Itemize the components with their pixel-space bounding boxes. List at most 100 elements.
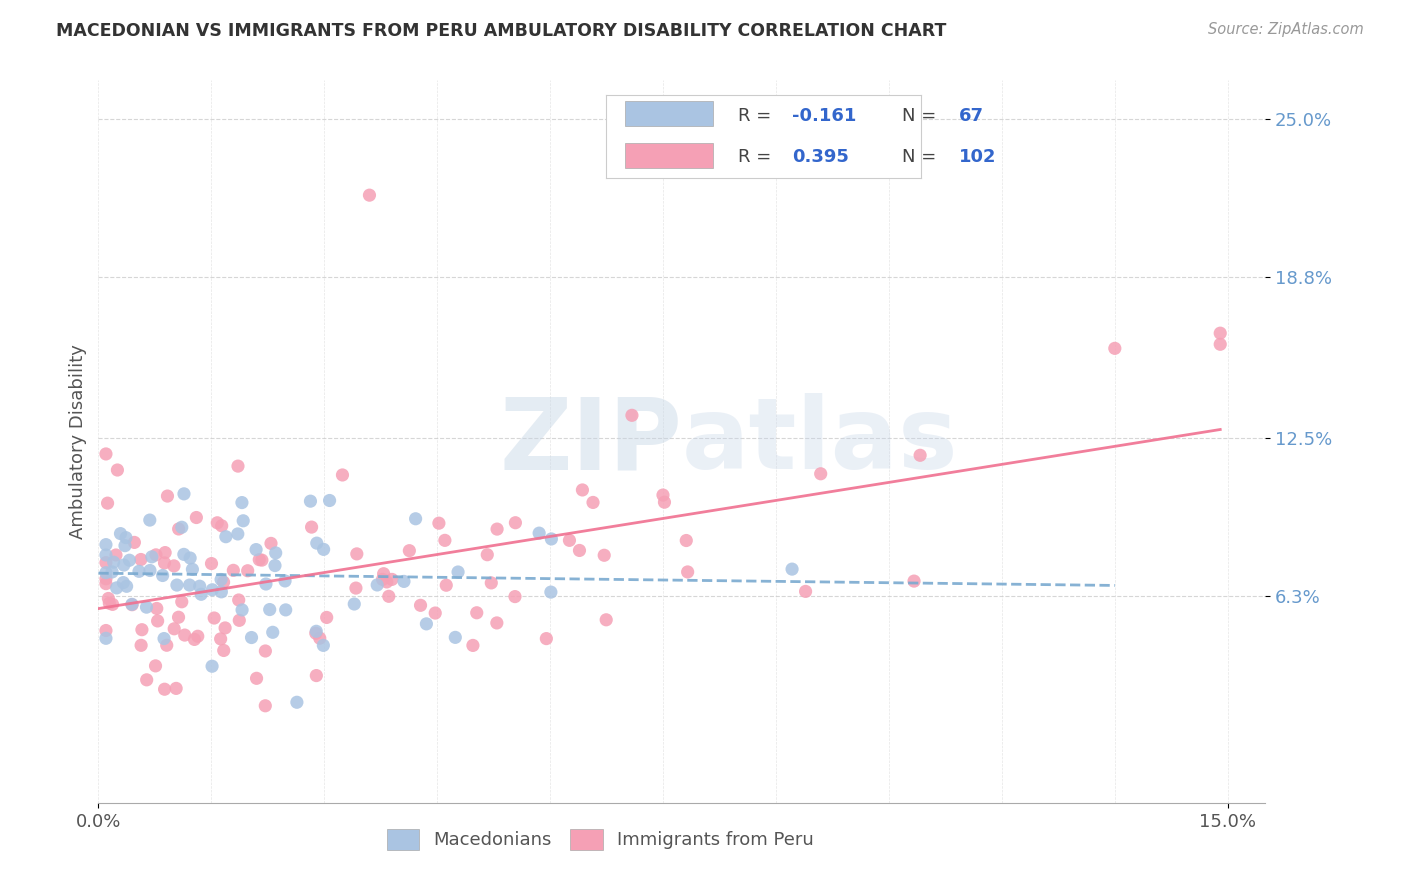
Point [305, 626, 328, 640]
Point [540, 585, 562, 599]
Point [145, 548, 167, 562]
Point [259, 602, 281, 616]
Point [183, 632, 205, 647]
Point [425, 606, 447, 620]
Point [366, 578, 388, 592]
Point [201, 582, 224, 597]
Point [94, 538, 117, 552]
Point [190, 587, 212, 601]
Point [153, 682, 176, 697]
Point [415, 616, 437, 631]
Y-axis label: Ambulatory Disability: Ambulatory Disability [69, 344, 87, 539]
Point [312, 542, 335, 557]
Point [153, 632, 176, 646]
Point [318, 493, 340, 508]
Point [262, 625, 284, 640]
Point [211, 518, 233, 533]
Point [135, 600, 157, 615]
Point [152, 568, 174, 582]
Point [115, 579, 138, 593]
Point [264, 546, 287, 560]
Point [254, 698, 277, 713]
Point [540, 532, 562, 546]
Point [115, 531, 138, 545]
Point [447, 565, 470, 579]
Point [114, 539, 136, 553]
Point [254, 577, 277, 591]
Point [173, 628, 195, 642]
Point [1104, 342, 1126, 356]
Point [908, 448, 931, 462]
Point [398, 543, 420, 558]
Point [794, 584, 817, 599]
Point [165, 681, 187, 696]
Point [247, 552, 270, 566]
Point [652, 488, 675, 502]
Point [97, 591, 120, 606]
Point [129, 638, 152, 652]
Point [236, 564, 259, 578]
Point [444, 631, 467, 645]
Text: Source: ZipAtlas.com: Source: ZipAtlas.com [1208, 22, 1364, 37]
Point [332, 467, 354, 482]
Point [299, 494, 322, 508]
Point [94, 632, 117, 646]
Point [104, 548, 127, 562]
Point [264, 558, 287, 573]
Point [571, 483, 593, 497]
Point [536, 632, 558, 646]
Point [156, 638, 179, 652]
Point [226, 459, 249, 474]
Point [145, 658, 167, 673]
Point [1209, 326, 1232, 341]
Point [202, 611, 225, 625]
Point [94, 548, 117, 562]
Point [346, 547, 368, 561]
Point [112, 558, 135, 572]
Point [98, 596, 121, 610]
Point [465, 606, 488, 620]
Point [170, 595, 193, 609]
Point [245, 671, 267, 685]
Point [94, 576, 117, 591]
Point [479, 575, 502, 590]
Point [558, 533, 581, 548]
Point [97, 496, 120, 510]
Point [103, 555, 125, 569]
Point [359, 188, 381, 202]
Point [179, 551, 201, 566]
Point [250, 553, 273, 567]
Point [228, 593, 250, 607]
Point [503, 590, 526, 604]
Point [222, 563, 245, 577]
Point [343, 597, 366, 611]
Point [274, 574, 297, 588]
Point [135, 673, 157, 687]
Point [675, 533, 697, 548]
Point [305, 668, 328, 682]
Point [228, 613, 250, 627]
Point [315, 610, 337, 624]
Point [94, 566, 117, 580]
Point [409, 599, 432, 613]
Point [231, 495, 253, 509]
Point [903, 574, 925, 588]
Point [209, 632, 232, 646]
Point [593, 549, 616, 563]
Point [527, 526, 550, 541]
Point [254, 644, 277, 658]
Point [215, 530, 238, 544]
Point [112, 575, 135, 590]
Point [780, 562, 803, 576]
Point [274, 603, 297, 617]
Point [167, 522, 190, 536]
Point [240, 631, 263, 645]
Point [187, 629, 209, 643]
Point [344, 581, 367, 595]
Point [163, 558, 186, 573]
Point [405, 512, 427, 526]
Point [128, 565, 150, 579]
Point [139, 513, 162, 527]
Point [201, 659, 224, 673]
Point [179, 578, 201, 592]
